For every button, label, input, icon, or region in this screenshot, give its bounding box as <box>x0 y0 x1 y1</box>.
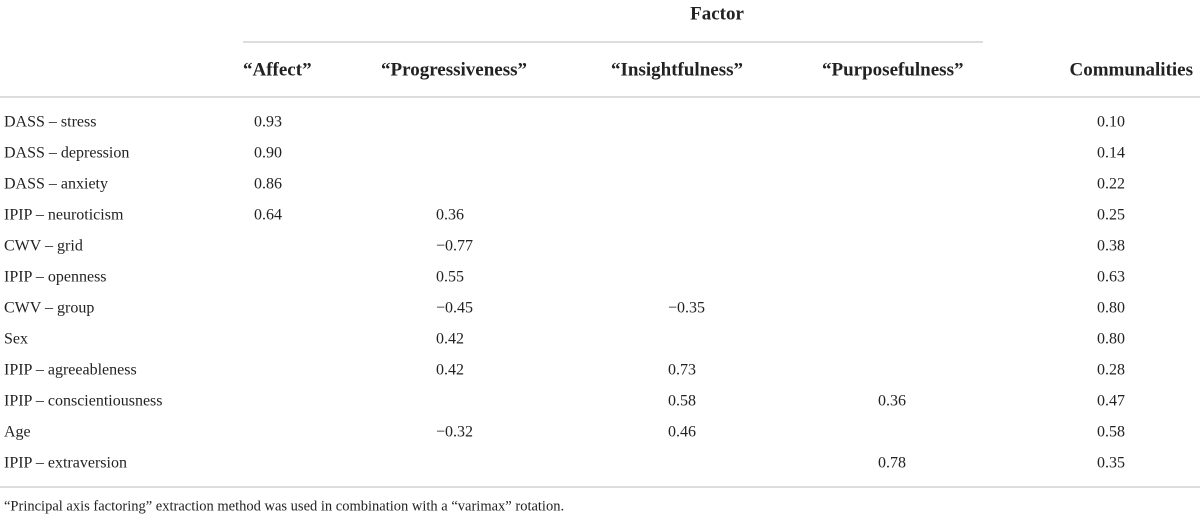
row-label: IPIP – extraversion <box>4 455 127 472</box>
row-label: IPIP – agreeableness <box>4 362 137 379</box>
cell-value: 0.63 <box>1097 269 1125 286</box>
column-header: “Progressiveness” <box>381 59 527 80</box>
row-label: DASS – depression <box>4 145 129 162</box>
cell-value: 0.80 <box>1097 300 1125 317</box>
cell-value: 0.86 <box>254 176 282 193</box>
row-label: DASS – stress <box>4 114 96 131</box>
cell-value: 0.46 <box>668 424 696 441</box>
cell-value: 0.14 <box>1097 145 1125 162</box>
cell-value: 0.42 <box>436 331 464 348</box>
footnote: “Principal axis factoring” extraction me… <box>4 498 564 514</box>
cell-value: 0.58 <box>668 393 696 410</box>
cell-value: 0.42 <box>436 362 464 379</box>
cell-value: 0.36 <box>436 207 464 224</box>
cell-value: 0.36 <box>878 393 906 410</box>
cell-value: 0.25 <box>1097 207 1125 224</box>
column-header: Communalities <box>1070 59 1194 80</box>
cell-value: 0.93 <box>254 114 282 131</box>
row-label: IPIP – neuroticism <box>4 207 124 224</box>
cell-value: 0.22 <box>1097 176 1125 193</box>
cell-value: 0.28 <box>1097 362 1125 379</box>
cell-value: −0.35 <box>668 300 705 317</box>
cell-value: 0.38 <box>1097 238 1125 255</box>
cell-value: 0.55 <box>436 269 464 286</box>
cell-value: 0.10 <box>1097 114 1125 131</box>
cell-value: 0.58 <box>1097 424 1125 441</box>
cell-value: 0.90 <box>254 145 282 162</box>
group-header: Factor <box>690 3 744 24</box>
row-label: CWV – grid <box>4 238 83 255</box>
cell-value: 0.47 <box>1097 393 1125 410</box>
column-header: “Affect” <box>243 59 312 80</box>
cell-value: 0.35 <box>1097 455 1125 472</box>
column-header: “Purposefulness” <box>822 59 963 80</box>
row-label: IPIP – openness <box>4 269 107 286</box>
cell-value: −0.32 <box>436 424 473 441</box>
row-label: Age <box>4 424 31 441</box>
row-label: Sex <box>4 331 28 348</box>
row-label: IPIP – conscientiousness <box>4 393 163 410</box>
cell-value: 0.64 <box>254 207 282 224</box>
row-label: DASS – anxiety <box>4 176 108 193</box>
cell-value: −0.77 <box>436 238 473 255</box>
row-label: CWV – group <box>4 300 94 317</box>
cell-value: 0.73 <box>668 362 696 379</box>
cell-value: 0.78 <box>878 455 906 472</box>
column-header: “Insightfulness” <box>611 59 743 80</box>
cell-value: −0.45 <box>436 300 473 317</box>
cell-value: 0.80 <box>1097 331 1125 348</box>
